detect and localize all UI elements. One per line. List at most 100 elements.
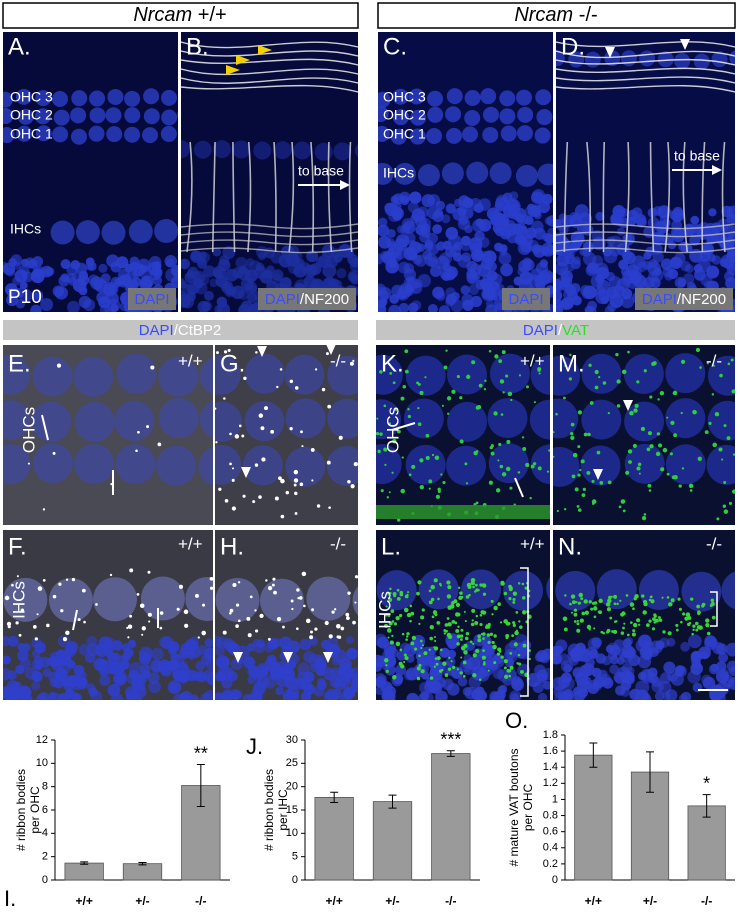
cell xyxy=(31,401,72,442)
nucleus xyxy=(88,687,98,697)
puncta xyxy=(485,624,489,627)
puncta xyxy=(18,633,22,637)
puncta xyxy=(490,451,495,456)
nucleus xyxy=(72,693,82,700)
row-label: OHC 3 xyxy=(10,89,53,105)
nucleus xyxy=(665,689,678,700)
puncta xyxy=(447,667,452,671)
puncta xyxy=(695,347,701,353)
cell-label: OHCs xyxy=(383,407,402,453)
puncta xyxy=(463,643,468,648)
puncta xyxy=(405,635,409,638)
puncta xyxy=(507,622,511,626)
puncta xyxy=(695,621,699,626)
y-tick-label: 20 xyxy=(286,781,298,793)
bar xyxy=(372,801,413,881)
nucleus xyxy=(706,265,720,279)
puncta xyxy=(652,361,656,365)
puncta xyxy=(659,391,665,396)
stain: DAPI xyxy=(139,322,174,339)
puncta xyxy=(577,473,581,477)
puncta xyxy=(646,447,651,452)
cell xyxy=(3,577,48,622)
nucleus xyxy=(508,640,518,649)
cell xyxy=(417,164,440,187)
puncta xyxy=(669,452,673,456)
arrowhead xyxy=(283,652,293,663)
puncta xyxy=(254,609,257,612)
nucleus xyxy=(617,648,628,659)
nucleus xyxy=(6,670,17,680)
cell xyxy=(529,399,550,440)
cell xyxy=(674,53,691,70)
puncta xyxy=(223,350,228,354)
cell xyxy=(580,445,621,486)
nucleus xyxy=(63,681,74,692)
x-tick-label: -/- xyxy=(445,894,456,908)
nucleus xyxy=(333,253,343,263)
puncta xyxy=(148,620,151,623)
puncta xyxy=(383,447,388,452)
cell xyxy=(3,91,13,108)
nucleus xyxy=(275,686,284,696)
puncta xyxy=(489,632,494,637)
puncta xyxy=(209,576,213,581)
fiber xyxy=(556,67,735,75)
nucleus xyxy=(457,217,471,231)
nucleus xyxy=(546,215,553,227)
nucleus xyxy=(329,675,342,688)
puncta xyxy=(638,472,641,475)
puncta xyxy=(537,368,541,372)
puncta xyxy=(456,668,459,671)
puncta xyxy=(20,608,25,613)
puncta xyxy=(505,466,511,472)
error-bar xyxy=(446,750,455,757)
cell xyxy=(581,399,622,440)
puncta xyxy=(477,634,482,639)
puncta xyxy=(607,598,612,604)
nucleus xyxy=(406,654,415,663)
nucleus xyxy=(4,283,18,296)
puncta xyxy=(305,618,311,624)
panel-label: J. xyxy=(246,734,263,759)
puncta xyxy=(446,396,452,401)
nucleus xyxy=(313,685,325,697)
genotype: -/- xyxy=(330,351,346,370)
puncta xyxy=(353,461,358,467)
puncta xyxy=(466,374,471,379)
panel-label: A. xyxy=(8,33,31,60)
puncta xyxy=(706,362,709,365)
nucleus xyxy=(3,655,12,665)
cell xyxy=(124,126,141,143)
puncta xyxy=(392,439,397,444)
puncta xyxy=(503,659,508,664)
puncta xyxy=(528,649,531,652)
puncta xyxy=(620,631,625,635)
puncta xyxy=(438,669,443,673)
puncta xyxy=(252,500,256,504)
fiber xyxy=(310,141,315,253)
puncta xyxy=(447,412,450,415)
nucleus xyxy=(622,251,636,265)
puncta xyxy=(718,447,723,452)
puncta xyxy=(448,656,451,660)
puncta xyxy=(581,611,586,616)
puncta xyxy=(609,616,613,620)
nucleus xyxy=(547,227,553,237)
nucleus xyxy=(42,668,52,677)
arrow xyxy=(41,414,49,441)
puncta xyxy=(135,449,138,453)
puncta xyxy=(445,629,448,633)
puncta xyxy=(517,471,521,474)
cell xyxy=(3,400,31,441)
puncta xyxy=(570,432,574,436)
puncta xyxy=(346,616,350,620)
nucleus xyxy=(445,293,457,305)
nucleus xyxy=(457,254,471,268)
puncta xyxy=(436,621,441,625)
puncta xyxy=(428,600,433,605)
nucleus xyxy=(318,254,332,269)
panel-label: I. xyxy=(4,886,16,911)
puncta xyxy=(4,595,10,601)
nucleus xyxy=(726,660,735,672)
